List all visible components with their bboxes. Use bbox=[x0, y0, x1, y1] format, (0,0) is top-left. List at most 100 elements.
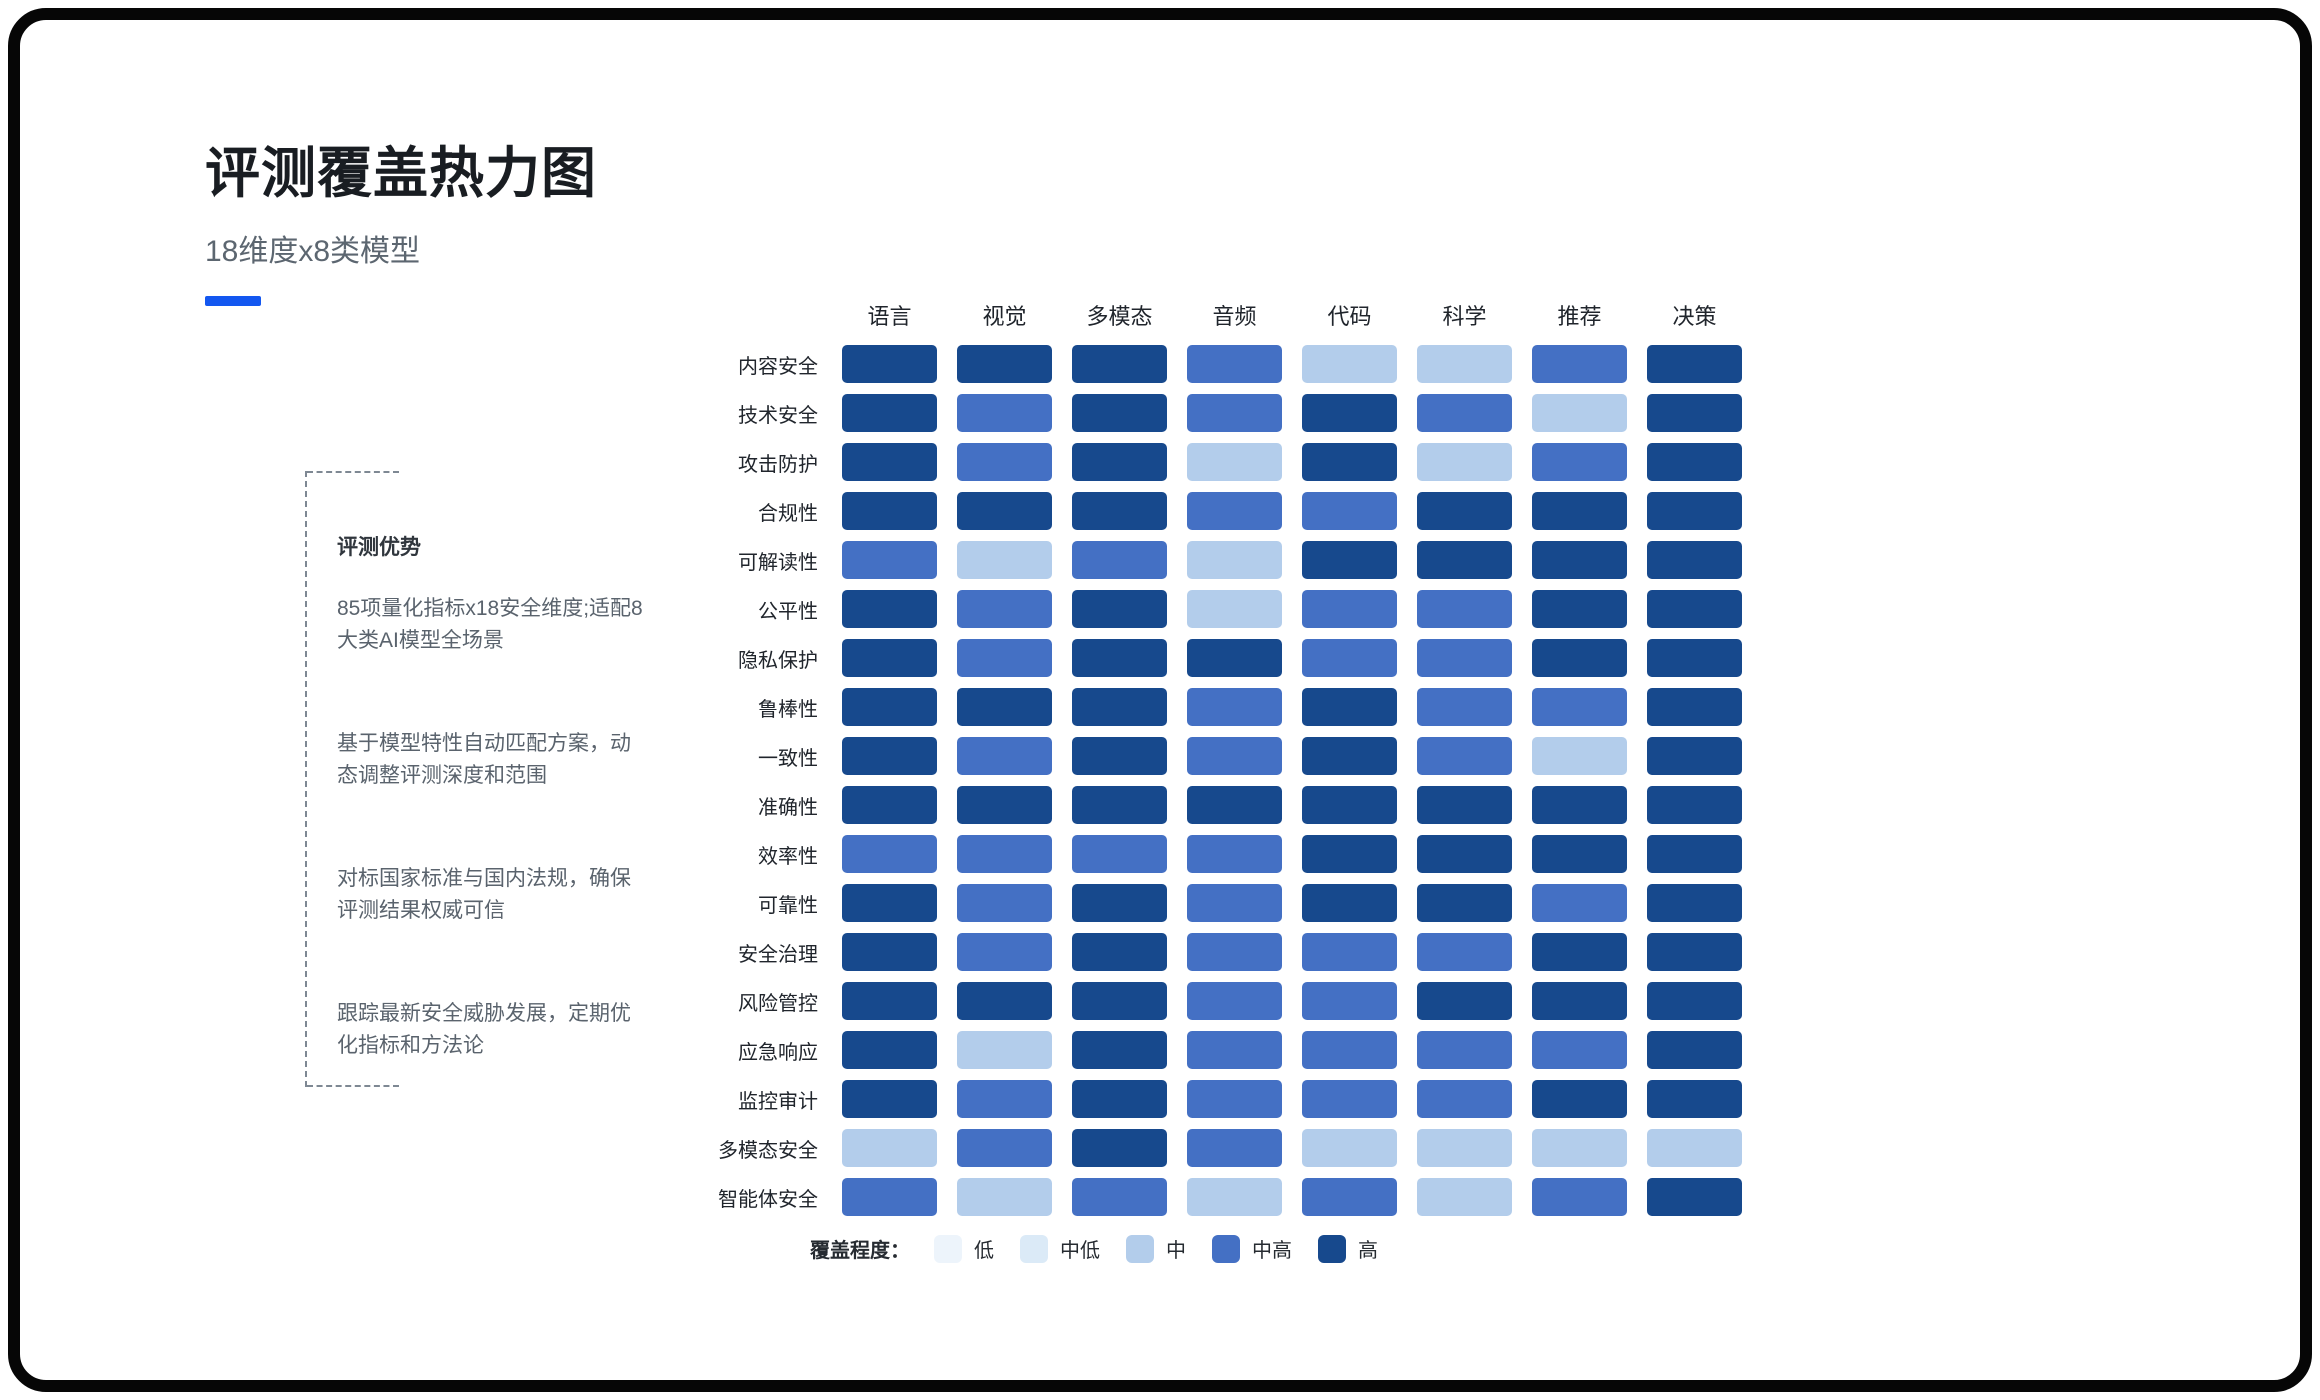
heatmap-cell bbox=[1302, 982, 1397, 1020]
heatmap-cell bbox=[1647, 1031, 1742, 1069]
heatmap-cell bbox=[1532, 541, 1627, 579]
heatmap-cell bbox=[957, 639, 1052, 677]
heatmap-cell bbox=[1187, 933, 1282, 971]
legend-swatch bbox=[934, 1234, 962, 1263]
heatmap-cell bbox=[842, 394, 937, 432]
heatmap-cell bbox=[1647, 933, 1742, 971]
column-header: 音频 bbox=[1212, 304, 1257, 329]
row-label: 智能体安全 bbox=[718, 1188, 818, 1211]
heatmap-cell bbox=[1532, 884, 1627, 922]
heatmap-cell bbox=[1417, 492, 1512, 530]
heatmap-cell bbox=[1187, 737, 1282, 775]
heatmap-cell bbox=[842, 1080, 937, 1118]
row-label: 技术安全 bbox=[738, 404, 818, 427]
legend-item: 中高 bbox=[1212, 1234, 1292, 1263]
heatmap-cell bbox=[1302, 1178, 1397, 1216]
heatmap-cell bbox=[1187, 884, 1282, 922]
heatmap-cell bbox=[1647, 639, 1742, 677]
row-label: 监控审计 bbox=[738, 1090, 818, 1113]
heatmap-cell bbox=[842, 1178, 937, 1216]
heatmap-cell bbox=[1072, 590, 1167, 628]
legend-swatch bbox=[1126, 1234, 1154, 1263]
heatmap-cell bbox=[1417, 786, 1512, 824]
row-label: 多模态安全 bbox=[718, 1139, 818, 1162]
advantages-panel: 评测优势 85项量化指标x18安全维度;适配8大类AI模型全场景 基于模型特性自动… bbox=[305, 471, 650, 1087]
legend-swatch bbox=[1318, 1234, 1346, 1263]
row-label: 准确性 bbox=[758, 796, 818, 819]
heatmap-cell bbox=[1532, 1031, 1627, 1069]
heatmap-cell bbox=[1417, 590, 1512, 628]
heatmap-cell bbox=[1302, 492, 1397, 530]
heatmap-cell bbox=[1187, 1031, 1282, 1069]
heatmap-cell bbox=[1647, 737, 1742, 775]
heatmap-cell bbox=[957, 688, 1052, 726]
column-header: 视觉 bbox=[982, 304, 1027, 329]
page-subtitle: 18维度x8类模型 bbox=[205, 235, 421, 268]
heatmap-cell bbox=[1187, 1129, 1282, 1167]
heatmap-cell bbox=[1647, 345, 1742, 383]
heatmap-cell bbox=[1072, 933, 1167, 971]
heatmap-cell bbox=[842, 688, 937, 726]
row-label: 攻击防护 bbox=[738, 453, 818, 476]
heatmap-cell bbox=[1647, 1129, 1742, 1167]
heatmap-cell bbox=[1647, 394, 1742, 432]
row-label: 鲁棒性 bbox=[758, 698, 818, 721]
heatmap-cell bbox=[957, 492, 1052, 530]
heatmap-cell bbox=[1647, 688, 1742, 726]
heatmap-cell bbox=[1072, 786, 1167, 824]
row-label: 效率性 bbox=[758, 845, 818, 868]
row-label: 可解读性 bbox=[738, 551, 818, 574]
heatmap-cell bbox=[1072, 884, 1167, 922]
heatmap-cell bbox=[1072, 492, 1167, 530]
heatmap-cell bbox=[1647, 541, 1742, 579]
advantages-heading: 评测优势 bbox=[337, 536, 421, 559]
legend-item: 低 bbox=[934, 1234, 994, 1263]
heatmap-cell bbox=[957, 982, 1052, 1020]
advantage-item: 跟踪最新安全威胁发展，定期优化指标和方法论 bbox=[337, 1002, 631, 1057]
advantage-item: 85项量化指标x18安全维度;适配8大类AI模型全场景 bbox=[337, 597, 643, 652]
row-label: 风险管控 bbox=[738, 992, 818, 1015]
heatmap-cell bbox=[1532, 835, 1627, 873]
heatmap-cell bbox=[1647, 443, 1742, 481]
heatmap-cell bbox=[1532, 786, 1627, 824]
heatmap-cell bbox=[1532, 394, 1627, 432]
heatmap-grid: 语言 视觉 多模态 音频 代码 科学 推荐 决策 内容安全 技术安全 攻击防护 合规性 可解读性 公平性隐… bbox=[562, 300, 1742, 1216]
legend-item: 高 bbox=[1318, 1234, 1378, 1263]
heatmap-cell bbox=[1417, 737, 1512, 775]
heatmap-cell bbox=[842, 541, 937, 579]
heatmap-cell bbox=[1302, 639, 1397, 677]
heatmap-cell bbox=[957, 933, 1052, 971]
heatmap-cell bbox=[1187, 590, 1282, 628]
advantage-item: 对标国家标准与国内法规，确保评测结果权威可信 bbox=[337, 867, 631, 922]
legend-swatch bbox=[1212, 1234, 1240, 1263]
row-label: 公平性 bbox=[758, 600, 818, 623]
heatmap-cell bbox=[1532, 1080, 1627, 1118]
heatmap-cell bbox=[1187, 345, 1282, 383]
heatmap-cell bbox=[842, 786, 937, 824]
heatmap-cell bbox=[1417, 1178, 1512, 1216]
heatmap-cell bbox=[1647, 1178, 1742, 1216]
heatmap-cell bbox=[842, 933, 937, 971]
column-header: 多模态 bbox=[1086, 304, 1153, 329]
heatmap-cell bbox=[1072, 1129, 1167, 1167]
heatmap-cell bbox=[842, 639, 937, 677]
legend-level-label: 中高 bbox=[1252, 1240, 1292, 1262]
heatmap-cell bbox=[957, 1080, 1052, 1118]
heatmap-cell bbox=[1187, 786, 1282, 824]
heatmap-cell bbox=[1072, 1178, 1167, 1216]
advantage-item: 基于模型特性自动匹配方案，动态调整评测深度和范围 bbox=[337, 732, 631, 787]
heatmap-cell bbox=[1647, 590, 1742, 628]
heatmap-cell bbox=[842, 1129, 937, 1167]
heatmap-cell bbox=[1072, 982, 1167, 1020]
heatmap-cell bbox=[842, 835, 937, 873]
heatmap-cell bbox=[1302, 1129, 1397, 1167]
legend-level-label: 高 bbox=[1358, 1240, 1378, 1262]
heatmap-cell bbox=[1302, 835, 1397, 873]
heatmap-cell bbox=[1532, 590, 1627, 628]
legend-item: 中 bbox=[1126, 1234, 1186, 1263]
heatmap-cell bbox=[842, 492, 937, 530]
heatmap-cell bbox=[1302, 737, 1397, 775]
heatmap-cell bbox=[842, 345, 937, 383]
legend-swatch bbox=[1020, 1234, 1048, 1263]
legend-level-label: 中低 bbox=[1060, 1240, 1100, 1262]
